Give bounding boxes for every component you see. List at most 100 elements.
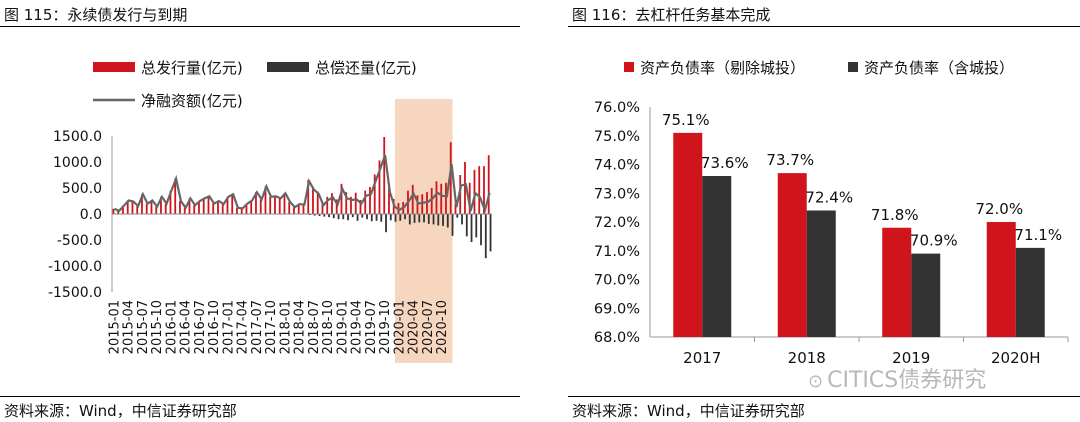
issuance-bar <box>264 186 267 214</box>
wechat-icon: ⊙ <box>808 371 824 392</box>
repayment-bar <box>465 214 468 237</box>
issuance-bar <box>359 199 362 214</box>
repayment-bar <box>370 214 373 222</box>
right-figure-title: 图 116：去杠杆任务基本完成 <box>572 6 771 24</box>
repayment-bar <box>399 214 402 221</box>
repayment-bar <box>394 214 397 222</box>
legend-label-repayment: 总偿还量(亿元) <box>315 59 417 77</box>
repayment-bar <box>389 214 392 221</box>
issuance-bar <box>445 182 447 214</box>
issuance-bar <box>136 206 139 214</box>
excl-chengtou-bar <box>673 132 703 337</box>
issuance-bar <box>449 142 452 214</box>
issuance-bar <box>345 192 348 214</box>
repayment-bar <box>423 214 425 223</box>
issuance-bar <box>416 195 419 214</box>
right-chart: 76.0% 75.0% 74.0% 73.0% 72.0% 71.0% 70.0% 69.0%… <box>594 59 1069 367</box>
repayment-bar <box>361 214 364 218</box>
issuance-bar <box>326 196 329 214</box>
issuance-bar <box>193 205 196 214</box>
x-tick-label: 2018-01 <box>278 300 293 354</box>
category-label: 2018 <box>788 349 826 367</box>
data-label: 73.7% <box>766 151 814 169</box>
x-tick-label: 2019-04 <box>350 300 365 354</box>
incl-chengtou-bar <box>702 176 732 337</box>
right-legend: 资产负债率（剔除城投） 资产负债率（含城投） <box>624 59 1014 77</box>
incl-chengtou-bar <box>1015 247 1045 337</box>
repayment-bar <box>323 214 326 217</box>
issuance-bar <box>240 208 243 214</box>
x-tick-label: 2020-10 <box>435 300 450 354</box>
issuance-bar <box>302 204 305 214</box>
issuance-bar <box>321 202 324 214</box>
issuance-bar <box>164 203 167 214</box>
repayment-bar <box>437 214 440 226</box>
issuance-bar <box>297 204 300 214</box>
repayment-bar <box>489 214 492 252</box>
repayment-bar <box>380 214 383 222</box>
legend-label-issuance: 总发行量(亿元) <box>141 59 243 77</box>
x-tick-label: 2015-10 <box>150 300 165 354</box>
issuance-bar <box>117 210 120 214</box>
x-tick-label: 2018-04 <box>293 300 308 354</box>
issuance-bar <box>221 204 224 214</box>
right-title-rule <box>568 26 1080 27</box>
left-source: 资料来源：Wind，中信证券研究部 <box>4 402 237 420</box>
y-tick-label: 1000.0 <box>53 155 102 171</box>
net-financing-line <box>113 154 491 215</box>
x-tick-label: 2019-10 <box>378 300 393 354</box>
issuance-bar <box>369 186 371 214</box>
issuance-bar <box>316 191 319 214</box>
issuance-bar <box>150 200 153 214</box>
issuance-bar <box>169 190 172 214</box>
repayment-bar <box>356 214 359 221</box>
repayment-bar <box>309 214 311 216</box>
issuance-bar <box>293 207 295 214</box>
repayment-bar <box>418 214 421 223</box>
x-tick-label: 2016-10 <box>207 300 222 354</box>
issuance-bar <box>122 205 124 214</box>
issuance-bar <box>430 188 433 214</box>
repayment-bar <box>313 214 316 216</box>
x-tick-label: 2016-01 <box>164 300 179 354</box>
y-tick-label: 75.0% <box>594 129 640 145</box>
issuance-bar <box>202 198 205 214</box>
repayment-bar <box>446 214 449 228</box>
highlight-region <box>395 99 453 363</box>
left-title-rule <box>0 26 520 27</box>
y-tick-label: 68.0% <box>594 330 640 346</box>
legend-swatch-incl <box>848 62 858 72</box>
issuance-bar <box>483 166 485 214</box>
left-chart: 1500.0 1000.0 500.0 0.0 -500.0 -1000.0 -1500.0… <box>48 59 492 363</box>
left-source-rule <box>0 396 520 397</box>
repayment-bar <box>470 214 473 243</box>
x-tick-label: 2016-04 <box>179 300 194 354</box>
repayment-bar <box>451 214 454 236</box>
issuance-bar <box>278 198 281 214</box>
data-label: 72.4% <box>805 189 853 207</box>
data-label: 70.9% <box>910 232 958 250</box>
data-label: 72.0% <box>975 200 1023 218</box>
issuance-bar <box>473 169 476 214</box>
repayment-bar <box>385 214 387 233</box>
incl-chengtou-bar <box>806 210 836 337</box>
y-tick-label: 1500.0 <box>53 129 102 145</box>
issuance-bar <box>478 166 481 214</box>
y-tick-label: 76.0% <box>594 100 640 116</box>
x-tick-label: 2018-10 <box>321 300 336 354</box>
x-tick-label: 2020-07 <box>421 300 436 354</box>
issuance-bar <box>468 182 471 214</box>
left-legend: 总发行量(亿元) 总偿还量(亿元) 净融资额(亿元) <box>93 59 417 110</box>
legend-label-net: 净融资额(亿元) <box>141 92 243 110</box>
repayment-bar <box>337 214 340 220</box>
watermark-text: CITICS债券研究 <box>827 368 987 393</box>
data-label: 75.1% <box>662 111 710 129</box>
issuance-bar <box>487 155 490 214</box>
right-source: 资料来源：Wind，中信证券研究部 <box>572 402 805 420</box>
x-tick-label: 2019-07 <box>364 300 379 354</box>
x-tick-label: 2017-04 <box>236 300 251 354</box>
issuance-bar <box>388 185 390 214</box>
issuance-bar <box>141 194 143 214</box>
repayment-bar <box>475 214 478 238</box>
issuance-bar <box>112 208 115 214</box>
